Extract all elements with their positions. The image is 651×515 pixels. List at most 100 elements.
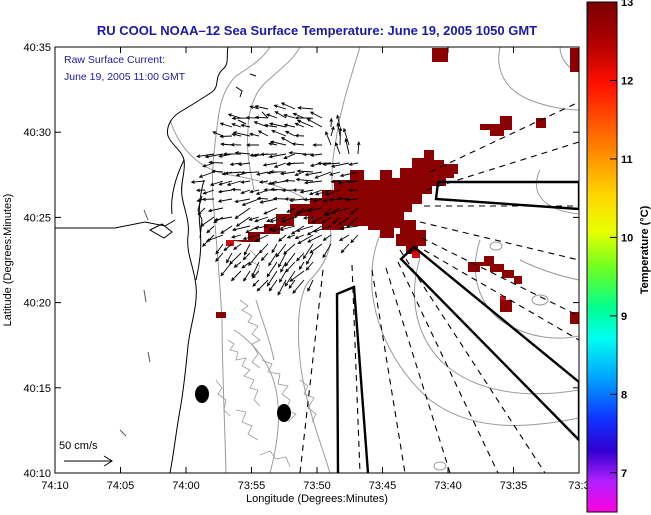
colorbar-tick-label: 13 (621, 0, 633, 9)
current-vector-arrow (207, 207, 224, 213)
current-vector-arrow (240, 189, 251, 195)
current-vector-arrow (273, 104, 287, 110)
current-vector-arrow (294, 171, 305, 177)
current-vector-arrow (299, 189, 314, 194)
map-plot-area (55, 47, 579, 473)
colorbar-tick-label: 10 (621, 232, 633, 244)
current-vector-arrow (226, 180, 242, 186)
current-vector-arrow (272, 196, 287, 201)
current-vector-arrow (294, 133, 305, 138)
current-vector-arrow (329, 117, 334, 128)
current-vector-arrow (284, 197, 295, 201)
current-vector-arrow (260, 252, 269, 262)
colorbar-ticks: 13 12 11 10 9 8 7 (610, 0, 633, 480)
current-vector-arrow (205, 234, 224, 242)
current-vector-arrow (330, 207, 350, 214)
map-title: RU COOL NOAA–12 Sea Surface Temperature:… (97, 23, 537, 38)
current-vector-arrow (227, 113, 242, 119)
current-vector-arrow (306, 225, 323, 236)
current-vector-arrow (234, 198, 251, 204)
current-vector-arrow (295, 177, 314, 182)
current-vector-arrow (249, 189, 260, 194)
current-vector-arrow (202, 189, 215, 195)
current-vector-arrow (306, 207, 323, 213)
scale-arrow (64, 455, 113, 467)
current-vector-arrow (263, 207, 278, 215)
current-vector-arrow (256, 171, 269, 176)
current-vector-arrow (271, 225, 287, 233)
current-vector-arrow (242, 234, 260, 241)
current-vector-arrow (283, 153, 296, 159)
current-vector-arrow (330, 125, 335, 137)
current-vector-arrow (343, 127, 350, 146)
current-vector-arrow (217, 189, 233, 194)
current-vector-arrow (243, 270, 251, 282)
x-tick-label: 73:45 (369, 480, 397, 492)
current-vector-arrow (220, 225, 233, 234)
current-vector-arrow (220, 261, 233, 277)
surface-current-vectors (190, 102, 361, 296)
current-vector-arrow (271, 243, 278, 254)
current-vector-arrow (231, 225, 251, 232)
current-vector-arrow (280, 216, 296, 223)
current-vector-arrow (309, 243, 323, 254)
transect-polygons (335, 180, 579, 473)
current-vector-arrow (302, 216, 314, 220)
current-vector-arrow (289, 270, 305, 282)
current-vector-arrow (307, 279, 314, 292)
current-vector-arrow (312, 198, 323, 203)
current-vector-arrow (288, 279, 296, 289)
current-vector-arrow (279, 270, 287, 283)
scale-label: 50 cm/s (59, 440, 98, 452)
current-vector-arrow (304, 171, 323, 177)
current-vector-arrow (313, 225, 332, 233)
current-vector-arrow (275, 243, 287, 258)
x-tick-label: 74:00 (172, 480, 200, 492)
current-vector-arrow (310, 153, 323, 157)
current-vector-arrow (314, 189, 332, 196)
current-vector-arrow (251, 270, 260, 279)
current-vector-arrow (348, 188, 359, 192)
current-vector-arrow (233, 261, 242, 268)
y-tick-label: 40:35 (23, 42, 51, 54)
x-tick-label: 74:10 (41, 480, 69, 492)
colorbar (586, 1, 618, 513)
current-vector-arrow (271, 129, 287, 137)
y-tick-label: 40:20 (23, 298, 51, 310)
shelf-polygon-a (335, 285, 370, 473)
y-tick-label: 40:30 (23, 127, 51, 139)
current-vector-arrow (268, 122, 287, 128)
current-vector-arrow (235, 216, 251, 227)
current-vector-arrow (262, 162, 278, 167)
current-vector-arrow (330, 179, 341, 184)
current-vector-arrow (197, 207, 206, 216)
current-vector-arrow (309, 111, 323, 119)
current-vector-arrow (229, 162, 242, 167)
shelf-polygon-c (434, 180, 579, 211)
radar-site-markers (195, 385, 291, 422)
current-vector-arrow (294, 234, 305, 240)
y-tick-label: 40:10 (23, 468, 51, 480)
current-vector-arrow (336, 122, 341, 137)
current-vector-arrow (243, 243, 251, 256)
current-vector-arrow (245, 143, 259, 147)
current-vector-arrow (280, 102, 296, 110)
current-vector-arrow (296, 252, 305, 262)
radar-site-north (195, 385, 209, 403)
current-vector-arrow (348, 162, 359, 166)
current-vector-arrow (296, 169, 314, 173)
current-vector-arrow (334, 141, 341, 155)
current-vector-arrow (310, 216, 323, 224)
current-vector-arrow (312, 143, 322, 147)
current-vector-arrow (279, 171, 296, 176)
current-vector-arrow (241, 198, 260, 206)
current-vector-arrow (240, 170, 260, 175)
current-vector-arrow (339, 171, 359, 178)
current-vector-arrow (259, 198, 278, 204)
x-axis-ticks: 74:10 74:05 74:00 73:55 73:50 73:45 73:40 73:35… (41, 47, 590, 492)
current-vector-arrow (294, 116, 313, 120)
colorbar-tick-label: 12 (621, 75, 633, 87)
current-vector-arrow (347, 179, 359, 184)
current-vector-arrow (217, 198, 233, 203)
current-vector-arrow (338, 126, 343, 146)
